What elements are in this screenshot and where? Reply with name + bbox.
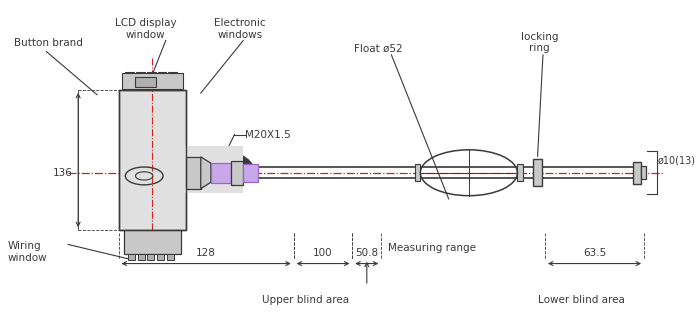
Bar — [158, 72, 167, 90]
Bar — [147, 72, 155, 90]
Text: M20X1.5: M20X1.5 — [245, 130, 291, 140]
Bar — [186, 157, 201, 189]
Text: Wiring
window: Wiring window — [8, 241, 47, 263]
Bar — [167, 254, 174, 260]
Bar — [136, 72, 145, 90]
Text: 50.8: 50.8 — [356, 248, 379, 258]
Bar — [415, 164, 421, 181]
Bar — [157, 254, 164, 260]
Bar — [128, 254, 135, 260]
Bar — [231, 161, 243, 185]
Text: Upper blind area: Upper blind area — [262, 295, 349, 305]
Text: ø10(13): ø10(13) — [658, 155, 696, 165]
Text: Measuring range: Measuring range — [388, 243, 476, 252]
Bar — [118, 90, 186, 230]
Bar — [169, 72, 177, 90]
Bar — [118, 90, 186, 230]
Bar — [211, 163, 231, 183]
Text: 100: 100 — [313, 248, 332, 258]
Bar — [533, 159, 542, 186]
Bar — [124, 230, 181, 254]
Bar — [517, 164, 523, 181]
Text: 136: 136 — [53, 168, 73, 178]
Bar — [135, 76, 155, 87]
Text: locking
ring: locking ring — [521, 32, 559, 53]
Text: Lower blind area: Lower blind area — [538, 295, 625, 305]
Bar — [125, 72, 134, 90]
Bar — [633, 162, 641, 184]
Text: LCD display
window: LCD display window — [115, 18, 176, 40]
Bar — [122, 73, 183, 89]
Bar — [138, 254, 145, 260]
Circle shape — [166, 149, 253, 190]
Text: Button brand: Button brand — [14, 38, 83, 49]
Text: Electronic
windows: Electronic windows — [214, 18, 265, 40]
Bar — [640, 166, 646, 179]
Text: 128: 128 — [196, 248, 216, 258]
Bar — [153, 146, 243, 194]
Polygon shape — [201, 157, 211, 189]
Text: Float ø52: Float ø52 — [354, 43, 402, 53]
Bar — [243, 164, 258, 182]
Bar — [148, 254, 155, 260]
Text: 63.5: 63.5 — [583, 248, 606, 258]
